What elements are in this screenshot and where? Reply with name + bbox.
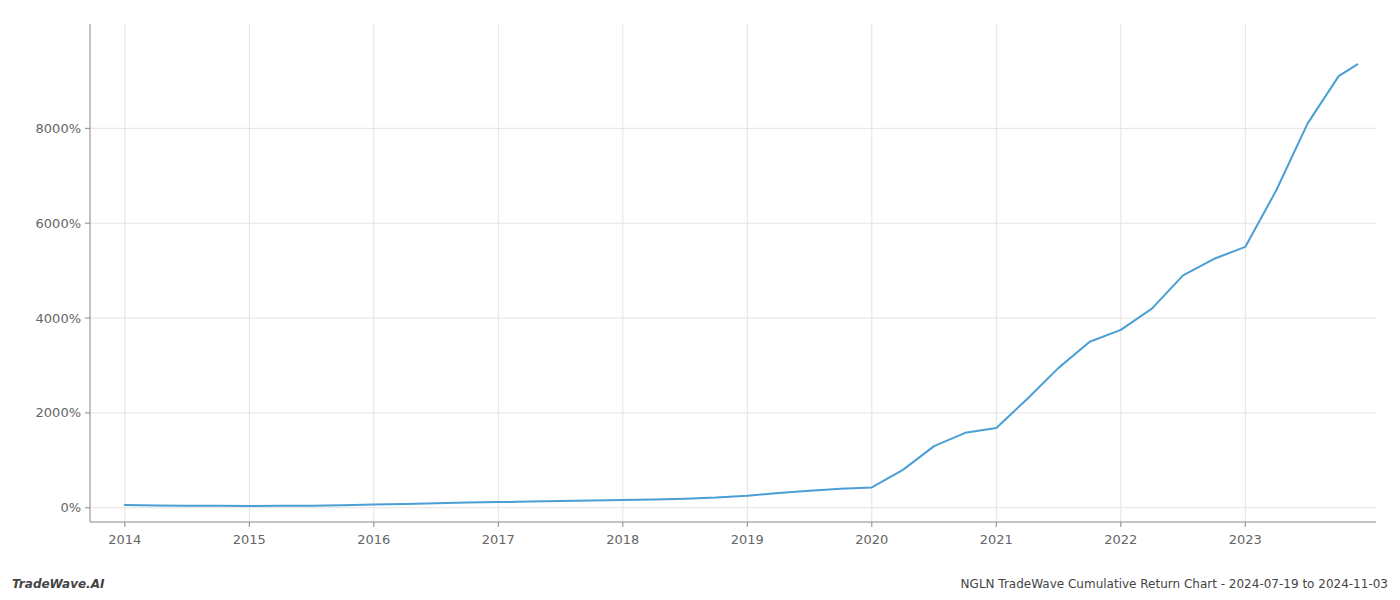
- x-tick-label: 2020: [855, 532, 888, 547]
- x-grid-line: [622, 24, 623, 522]
- x-grid-line: [871, 24, 872, 522]
- x-grid-line: [373, 24, 374, 522]
- y-grid-line: [90, 128, 1376, 129]
- x-grid-line: [249, 24, 250, 522]
- y-grid-line: [90, 223, 1376, 224]
- footer: TradeWave.AI NGLN TradeWave Cumulative Re…: [12, 577, 1388, 591]
- x-tick: [996, 522, 997, 527]
- footer-right: NGLN TradeWave Cumulative Return Chart -…: [961, 577, 1388, 591]
- y-tick-label: 8000%: [36, 121, 81, 136]
- x-tick: [498, 522, 499, 527]
- y-tick-label: 4000%: [36, 311, 81, 326]
- x-tick-label: 2023: [1229, 532, 1262, 547]
- x-tick-label: 2014: [108, 532, 141, 547]
- y-tick: [85, 412, 90, 413]
- y-tick: [85, 507, 90, 508]
- return-line: [125, 64, 1357, 506]
- x-tick: [124, 522, 125, 527]
- y-tick: [85, 318, 90, 319]
- x-tick-label: 2016: [357, 532, 390, 547]
- x-tick-label: 2021: [980, 532, 1013, 547]
- y-axis-line: [90, 24, 91, 522]
- x-tick: [1120, 522, 1121, 527]
- x-grid-line: [498, 24, 499, 522]
- y-tick-label: 6000%: [36, 216, 81, 231]
- y-tick-label: 2000%: [36, 405, 81, 420]
- y-grid-line: [90, 318, 1376, 319]
- x-tick-label: 2017: [482, 532, 515, 547]
- x-tick-label: 2019: [731, 532, 764, 547]
- x-tick-label: 2018: [606, 532, 639, 547]
- y-grid-line: [90, 412, 1376, 413]
- x-grid-line: [1245, 24, 1246, 522]
- x-tick: [249, 522, 250, 527]
- x-tick: [747, 522, 748, 527]
- y-tick-label: 0%: [60, 500, 81, 515]
- footer-left: TradeWave.AI: [12, 577, 105, 591]
- x-tick: [622, 522, 623, 527]
- x-grid-line: [1120, 24, 1121, 522]
- y-tick: [85, 128, 90, 129]
- x-tick-label: 2022: [1104, 532, 1137, 547]
- x-tick-label: 2015: [233, 532, 266, 547]
- x-grid-line: [124, 24, 125, 522]
- chart: 2014 2015 2016 2017 2018 2019 2020 2021 2022 2023…: [0, 0, 1400, 600]
- y-tick: [85, 223, 90, 224]
- data: [125, 64, 1357, 506]
- x-grid-line: [747, 24, 748, 522]
- axes: 2014 2015 2016 2017 2018 2019 2020 2021 2022 2023…: [36, 24, 1376, 547]
- x-axis-line: [90, 522, 1376, 523]
- x-grid-line: [996, 24, 997, 522]
- x-tick: [1245, 522, 1246, 527]
- grid: [90, 24, 1376, 522]
- y-grid-line: [90, 507, 1376, 508]
- x-tick: [373, 522, 374, 527]
- x-tick: [871, 522, 872, 527]
